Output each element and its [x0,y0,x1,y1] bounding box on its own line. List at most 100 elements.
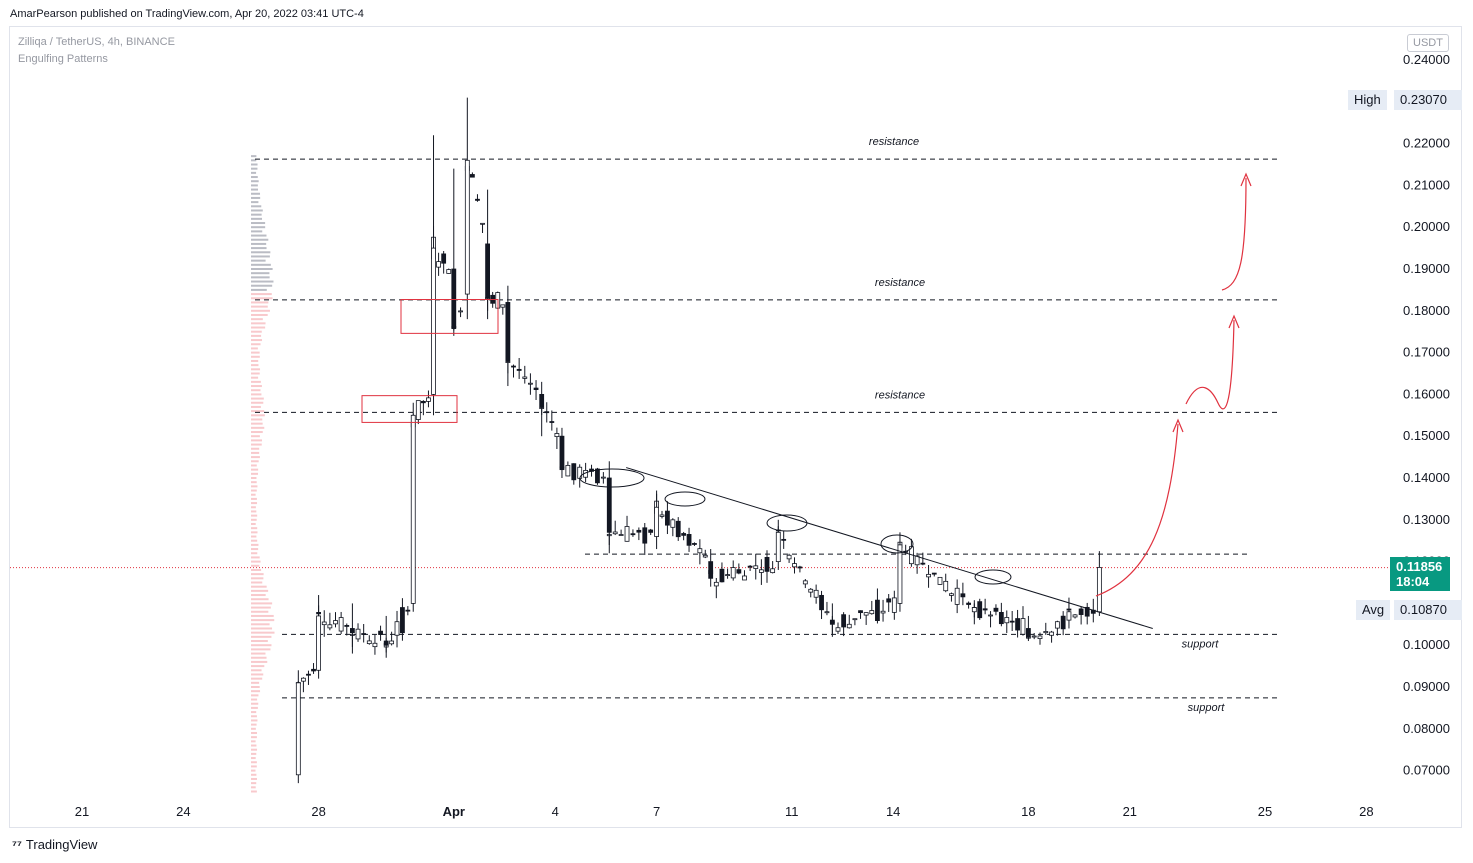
price-tick-label: 0.14000 [1403,470,1450,485]
volume-profile-bar [251,284,273,287]
volume-profile-bar [251,443,262,446]
candles-series [295,97,1102,784]
candle-body [713,581,719,587]
volume-profile-bar [251,765,257,768]
candle-body [1043,631,1049,634]
publisher-header: AmarPearson published on TradingView.com… [10,8,364,20]
volume-profile-bar [251,694,259,697]
volume-profile-bar [251,222,266,225]
volume-profile-bar [251,163,258,166]
candle-body [697,548,703,554]
candle-body [659,514,665,517]
footer-brand[interactable]: ⁷⁷ TradingView [12,837,97,852]
price-tick-label: 0.21000 [1403,177,1450,192]
volume-profile-bar [251,259,266,262]
time-tick-label: 21 [75,804,89,819]
volume-profile-bar [251,201,259,204]
volume-profile-bar [251,242,267,245]
volume-profile-bar [251,305,268,308]
candle-body [1054,621,1060,629]
candle-body [758,569,764,573]
volume-profile-bar [251,330,262,333]
candle-body [875,599,880,621]
volume-profile-bar [251,673,264,676]
volume-profile-bar [251,180,259,183]
candle-body [415,400,421,420]
volume-profile-bar [251,397,264,400]
tradingview-logo: ⁷⁷ [12,837,22,852]
candle-body [378,630,383,635]
volume-profile-bar [251,301,269,304]
candle-body [410,414,416,604]
volume-profile-bar [251,731,258,734]
volume-profile-bar [251,385,262,388]
volume-profile-bar [251,456,260,459]
volume-profile-bar [251,686,260,688]
candle-body [446,269,452,274]
volume-profile-bar [251,414,265,417]
volume-profile-bar [251,568,262,571]
candle-body [1020,618,1026,635]
symbol-title[interactable]: Zilliqa / TetherUS, 4h, BINANCE [18,36,175,48]
volume-profile-bar [251,502,258,505]
brand-text: TradingView [25,837,98,852]
candle-body [630,533,636,536]
volume-profile-bar [251,539,258,542]
volume-profile-bar [251,489,257,492]
horizontal-levels: resistance resistance resistance support sup… [10,136,1390,714]
candle-body [565,465,571,477]
candle-body [982,608,988,611]
candle-body [891,597,897,613]
volume-profile-bar [251,510,257,513]
candle-body [960,593,966,598]
volume-profile-bar [251,556,260,559]
price-tick-label: 0.20000 [1403,219,1450,234]
candle-body [431,247,436,395]
candle-body [295,682,301,776]
volume-profile-bar [251,297,273,300]
volume-profile-bar [251,648,271,651]
volume-profile-bar [251,380,261,383]
candle-body [648,529,654,533]
currency-unit-button[interactable]: USDT [1407,34,1449,52]
level-label: support [1182,638,1220,650]
candle-body [559,435,565,471]
candle-body [869,610,875,615]
candle-body [764,556,770,572]
candle-body [702,554,708,558]
candle-body [300,677,306,682]
candle-body [1066,611,1072,621]
candle-body [880,610,886,614]
candle-body [642,527,648,544]
candle-body [618,534,624,536]
volume-profile-bar [251,234,267,237]
time-tick-label: 25 [1258,804,1272,819]
candle-body [516,368,522,371]
volume-profile-bar [251,334,262,337]
candle-body [914,555,920,566]
volume-profile-bar [251,343,261,346]
candle-body [549,421,555,423]
volume-profile-bar [251,665,265,668]
volume-profile-bar [251,711,257,714]
volume-profile-bar [251,322,266,325]
volume-profile-bar [251,589,269,592]
avg-label: Avg [1362,602,1385,617]
candle-body [1037,635,1043,640]
candle-body [665,510,670,526]
candle-body [485,243,491,299]
candle-body [1072,614,1078,618]
price-tick-label: 0.08000 [1403,721,1450,736]
volume-profile-bar [251,698,258,701]
candle-body [571,463,577,481]
indicator-name[interactable]: Engulfing Patterns [18,53,108,65]
volume-profile-bar [251,790,257,793]
volume-profile-bar [251,706,258,709]
candle-body [480,222,485,225]
candle-body [708,561,714,579]
price-tick-label: 0.07000 [1403,763,1450,778]
volume-profile-bar [251,602,273,605]
volume-profile-bar [251,418,263,421]
volume-profile-bar [251,435,260,438]
